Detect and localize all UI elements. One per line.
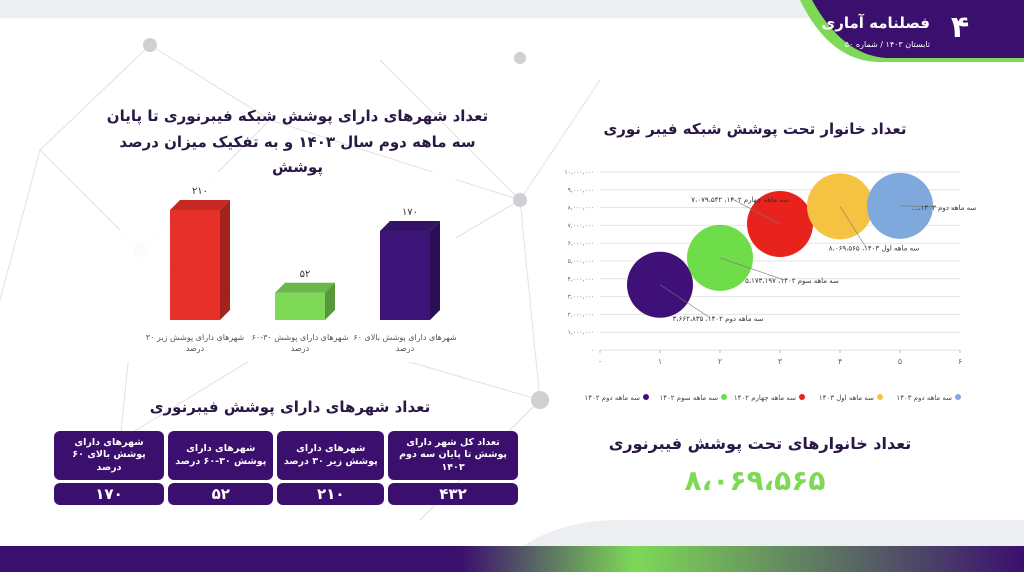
legend-swatch bbox=[721, 394, 727, 400]
y-tick-label: ۷,۰۰۰,۰۰۰ bbox=[568, 222, 594, 229]
kpi-value: ۸،۰۶۹،۵۶۵ bbox=[684, 464, 826, 497]
bar-side bbox=[220, 200, 230, 320]
legend-label: سه ماهه دوم ۱۴۰۲ bbox=[585, 394, 641, 402]
leader-line bbox=[719, 257, 785, 281]
bar-top bbox=[380, 220, 440, 231]
header-subtitle: تابستان ۱۴۰۳ / شماره ۵۰ bbox=[844, 40, 930, 49]
x-tick-label: ۱ bbox=[658, 357, 662, 366]
data-label: سه ماهه سوم ۱۴۰۲، ۵،۱۷۳،۱۹۷ bbox=[745, 277, 839, 285]
bar-side bbox=[430, 220, 440, 320]
legend-swatch bbox=[799, 394, 805, 400]
leader-line bbox=[731, 198, 781, 225]
y-tick-label: ۱۰,۰۰۰,۰۰۰ bbox=[564, 169, 594, 176]
bar-chart-title: تعداد شهرهای دارای پوشش شبکه فیبرنوری تا… bbox=[106, 107, 489, 176]
table: تعداد کل شهر دارای پوشش تا پایان سه دوم … bbox=[50, 428, 522, 508]
leader-line bbox=[899, 205, 937, 208]
bar-value-label: ۱۷۰ bbox=[402, 207, 418, 218]
data-cell: ۲۱۰ bbox=[277, 483, 385, 506]
bar bbox=[380, 230, 430, 320]
data-row: ۴۳۲ ۲۱۰ ۵۲ ۱۷۰ bbox=[54, 483, 518, 506]
leader-line bbox=[839, 206, 867, 248]
bar-top bbox=[170, 200, 230, 210]
y-tick-label: ۱,۰۰۰,۰۰۰ bbox=[568, 329, 594, 336]
legend-label: سه ماهه اول ۱۴۰۳ bbox=[819, 394, 874, 402]
legend-label: سه ماهه چهارم ۱۴۰۲ bbox=[734, 394, 796, 402]
x-tick-label: ۴ bbox=[838, 357, 842, 366]
x-tick-label: ۳ bbox=[778, 357, 783, 366]
data-table: تعداد کل شهر دارای پوشش تا پایان سه دوم … bbox=[50, 428, 522, 508]
header-title: فصلنامه آماری bbox=[821, 14, 930, 32]
x-tick-label: شهرهای دارای پوشش بالای ۶۰ درصد bbox=[353, 333, 457, 354]
leader-line bbox=[659, 284, 711, 319]
legend-swatch bbox=[955, 394, 961, 400]
y-tick-label: ۴,۰۰۰,۰۰۰ bbox=[568, 276, 594, 283]
x-tick-label: شهرهای دارای پوشش زیر ۳۰ درصد bbox=[145, 333, 245, 354]
data-label: سه ماهه چهارم ۱۴۰۲، ۷،۰۷۹،۵۴۲ bbox=[691, 196, 789, 204]
kpi-title: تعداد خانوارهای تحت پوشش فیبرنوری bbox=[608, 434, 912, 453]
bar-top bbox=[275, 282, 335, 293]
header-cell: تعداد کل شهر دارای پوشش تا پایان سه دوم … bbox=[388, 431, 518, 481]
data-label: سه ماهه اول ۱۴۰۳، ۸،۰۶۹،۵۶۵ bbox=[829, 244, 920, 252]
table-title: تعداد شهرهای دارای پوشش فیبرنوری bbox=[149, 398, 431, 416]
bar-side bbox=[325, 282, 335, 320]
bar bbox=[275, 292, 325, 320]
header-row: تعداد کل شهر دارای پوشش تا پایان سه دوم … bbox=[54, 431, 518, 481]
data-cell: ۵۲ bbox=[168, 483, 274, 506]
data-label: سه ماهه دوم ۱۴۰۲، ۳،۶۶۲،۸۳۵ bbox=[673, 315, 764, 323]
y-tick-label: ۳,۰۰۰,۰۰۰ bbox=[568, 294, 594, 301]
header-cell: شهرهای دارای پوشش بالای ۶۰ درصد bbox=[54, 431, 165, 481]
legend-label: سه ماهه سوم ۱۴۰۲ bbox=[660, 394, 719, 402]
x-tick-label: شهرهای دارای پوشش ۳۰-۶۰ درصد bbox=[251, 333, 349, 354]
header-cell: شهرهای دارای پوشش زیر ۳۰ درصد bbox=[277, 431, 385, 481]
legend-label: سه ماهه دوم ۱۴۰۳ bbox=[897, 394, 953, 402]
y-tick-label: ۶,۰۰۰,۰۰۰ bbox=[568, 240, 594, 247]
data-label: سه ماهه دوم ۱۴۰۳،... bbox=[912, 204, 977, 212]
y-tick-label: ۵,۰۰۰,۰۰۰ bbox=[568, 258, 594, 265]
bubble-chart-title: تعداد خانوار تحت پوشش شبکه فیبر نوری bbox=[603, 120, 907, 138]
x-tick-label: ۲ bbox=[718, 357, 722, 366]
y-tick-label: ۲,۰۰۰,۰۰۰ bbox=[568, 311, 594, 318]
legend-swatch bbox=[643, 394, 649, 400]
header-band bbox=[812, 0, 1024, 58]
footer-band bbox=[0, 546, 1024, 572]
bar bbox=[170, 210, 220, 320]
legend-swatch bbox=[877, 394, 883, 400]
y-tick-label: ۹,۰۰۰,۰۰۰ bbox=[568, 187, 594, 194]
page-number: ۴ bbox=[950, 10, 970, 45]
bar-value-label: ۲۱۰ bbox=[192, 186, 208, 197]
x-tick-label: ۵ bbox=[898, 357, 902, 366]
y-tick-label: ۰ bbox=[591, 347, 594, 354]
top-band bbox=[0, 0, 1024, 18]
x-tick-label: ۶ bbox=[958, 357, 962, 366]
x-tick-label: ۰ bbox=[598, 357, 602, 366]
y-tick-label: ۸,۰۰۰,۰۰۰ bbox=[568, 205, 594, 212]
data-cell: ۴۳۲ bbox=[388, 483, 518, 506]
header-cell: شهرهای دارای پوشش ۳۰-۶۰ درصد bbox=[168, 431, 274, 481]
bar-value-label: ۵۲ bbox=[300, 269, 311, 280]
data-cell: ۱۷۰ bbox=[54, 483, 165, 506]
